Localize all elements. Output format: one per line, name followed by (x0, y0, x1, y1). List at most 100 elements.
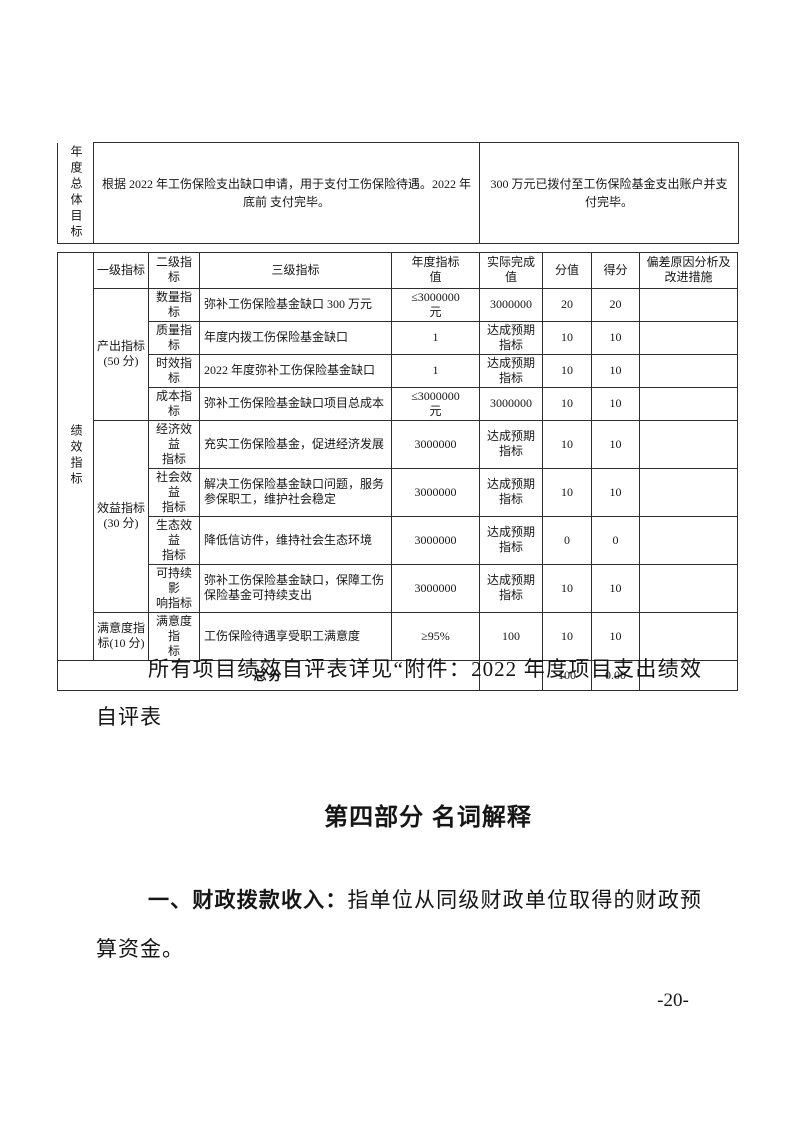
col-header-level3: 三级指标 (199, 251, 392, 289)
indicator-row: 效益指标 (30 分) 经济效益 指标 充实工伤保险基金，促进经济发展 3000… (58, 419, 738, 613)
cell-deviation (639, 320, 738, 355)
indicator-row: 可持续影 响指标 弥补工伤保险基金缺口，保障工伤保险基金可持续支出 300000… (58, 563, 738, 613)
cell-target: 1 (391, 353, 480, 388)
cell-deviation (639, 419, 738, 469)
cell-weight: 10 (542, 320, 592, 355)
col-header-weight: 分值 (542, 251, 592, 289)
total-weight: 100 (542, 659, 592, 691)
indicator-row: 产出指标 (50 分) 数量指标 弥补工伤保险基金缺口 300 万元 ≤3000… (58, 287, 738, 421)
cell-weight: 10 (542, 563, 592, 613)
cell-level3: 弥补工伤保险基金缺口项目总成本 (199, 386, 392, 421)
cell-actual: 达成预期 指标 (479, 515, 543, 565)
note-paragraph: 所有项目绩效自评表详见“附件：2022 年度项目支出绩效自评表 (96, 657, 702, 729)
cell-level2: 可持续影 响指标 (148, 563, 200, 613)
cell-level3: 2022 年度弥补工伤保险基金缺口 (199, 353, 392, 388)
cell-level2: 数量指标 (148, 287, 200, 322)
term-lead: 一、财政拨款收入： (148, 889, 348, 912)
cell-weight: 10 (542, 611, 592, 661)
cell-score: 10 (591, 386, 640, 421)
cell-level2: 生态效益 指标 (148, 515, 200, 565)
col-header-actual: 实际完成值 (479, 251, 543, 289)
cell-level3: 年度内拨工伤保险基金缺口 (199, 320, 392, 355)
indicator-row: 成本指标 弥补工伤保险基金缺口项目总成本 ≤3000000 元 3000000 … (58, 386, 738, 421)
indicator-row: 质量指标 年度内拨工伤保险基金缺口 1 达成预期 指标 10 10 (58, 320, 738, 355)
col-header-score: 得分 (591, 251, 640, 289)
annual-goal-actual: 300 万元已拨付至工伤保险基金支出账户并支付完毕。 (479, 142, 739, 244)
cell-weight: 10 (542, 353, 592, 388)
cell-actual: 达成预期 指标 (479, 419, 543, 469)
cell-level3: 解决工伤保险基金缺口问题，服务参保职工，维护社会稳定 (199, 467, 392, 517)
cell-target: 3000000 (391, 467, 480, 517)
indicator-row: 满意度指 标(10 分) 满意度指 标 工伤保险待遇享受职工满意度 ≥95% 1… (58, 611, 738, 661)
cell-actual: 达成预期 指标 (479, 467, 543, 517)
cell-target: 3000000 (391, 419, 480, 469)
cell-level3: 工伤保险待遇享受职工满意度 (199, 611, 392, 661)
performance-table: 绩效指标 一级指标 二级指标 三级指标 年度指标 值 实际完成值 分值 得分 偏… (57, 251, 738, 691)
total-label: 总分 (57, 659, 480, 691)
cell-target: ≤3000000 元 (391, 386, 480, 421)
cell-weight: 0 (542, 515, 592, 565)
header-row: 绩效指标 一级指标 二级指标 三级指标 年度指标 值 实际完成值 分值 得分 偏… (57, 251, 738, 661)
cell-score: 10 (591, 563, 640, 613)
cell-level2: 质量指标 (148, 320, 200, 355)
col-header-level2: 二级指标 (148, 251, 200, 289)
cell-score: 10 (591, 419, 640, 469)
cell-score: 10 (591, 611, 640, 661)
cell-level2: 经济效益 指标 (148, 419, 200, 469)
cell-score: 20 (591, 287, 640, 322)
cell-actual: 达成预期 指标 (479, 320, 543, 355)
cell-score: 10 (591, 320, 640, 355)
cell-score: 10 (591, 467, 640, 517)
cell-actual: 达成预期 指标 (479, 563, 543, 613)
page-number: -20- (657, 990, 689, 1011)
total-actual (479, 659, 543, 691)
cell-deviation (639, 515, 738, 565)
cell-deviation (639, 386, 738, 421)
cell-weight: 10 (542, 386, 592, 421)
cell-actual: 3000000 (479, 287, 543, 322)
cell-actual: 100 (479, 611, 543, 661)
cell-target: 1 (391, 320, 480, 355)
cell-deviation (639, 467, 738, 517)
cell-level2: 时效指标 (148, 353, 200, 388)
cell-target: 3000000 (391, 563, 480, 613)
annual-goal-label: 年度总体目标 (57, 142, 94, 244)
annual-goal-planned: 根据 2022 年工伤保险支出缺口申请，用于支付工伤保险待遇。2022 年底前 … (93, 142, 480, 244)
tables-block: 年度总体目标 根据 2022 年工伤保险支出缺口申请，用于支付工伤保险待遇。20… (57, 142, 739, 691)
cell-level3: 降低信访件，维持社会生态环境 (199, 515, 392, 565)
cell-weight: 10 (542, 419, 592, 469)
total-row: 总分 100 0.00 (57, 659, 738, 691)
cell-level3: 弥补工伤保险基金缺口 300 万元 (199, 287, 392, 322)
cell-score: 0 (591, 515, 640, 565)
section-heading: 第四部分 名词解释 (324, 804, 532, 831)
indicator-row: 时效指标 2022 年度弥补工伤保险基金缺口 1 达成预期 指标 10 10 (58, 353, 738, 388)
total-score: 0.00 (591, 659, 640, 691)
annual-goal-table: 年度总体目标 根据 2022 年工伤保险支出缺口申请，用于支付工伤保险待遇。20… (57, 142, 739, 244)
cell-weight: 10 (542, 467, 592, 517)
col-header-deviation: 偏差原因分析及 改进措施 (639, 251, 738, 289)
total-deviation (639, 659, 738, 691)
cell-target: ≤3000000 元 (391, 287, 480, 322)
term-text: 指单位从同级财政单位取得的财政预算资金。 (96, 888, 702, 961)
indicator-row: 生态效益 指标 降低信访件，维持社会生态环境 3000000 达成预期 指标 0… (58, 515, 738, 565)
group-benefit: 效益指标 (30 分) (93, 419, 149, 613)
group-output: 产出指标 (50 分) (93, 287, 149, 421)
col-header-level1: 一级指标 (93, 251, 149, 289)
cell-actual: 达成预期 指标 (479, 353, 543, 388)
cell-level3: 充实工伤保险基金，促进经济发展 (199, 419, 392, 469)
cell-target: 3000000 (391, 515, 480, 565)
cell-actual: 3000000 (479, 386, 543, 421)
performance-label: 绩效指标 (57, 251, 94, 661)
cell-score: 10 (591, 353, 640, 388)
cell-deviation (639, 287, 738, 322)
cell-deviation (639, 353, 738, 388)
indicator-row: 社会效益 指标 解决工伤保险基金缺口问题，服务参保职工，维护社会稳定 30000… (58, 467, 738, 517)
cell-deviation (639, 563, 738, 613)
cell-target: ≥95% (391, 611, 480, 661)
cell-level2: 成本指标 (148, 386, 200, 421)
term-definition-paragraph: 一、财政拨款收入：指单位从同级财政单位取得的财政预算资金。 (96, 876, 702, 973)
group-satisfaction: 满意度指 标(10 分) (93, 611, 149, 661)
cell-weight: 20 (542, 287, 592, 322)
cell-level2: 社会效益 指标 (148, 467, 200, 517)
